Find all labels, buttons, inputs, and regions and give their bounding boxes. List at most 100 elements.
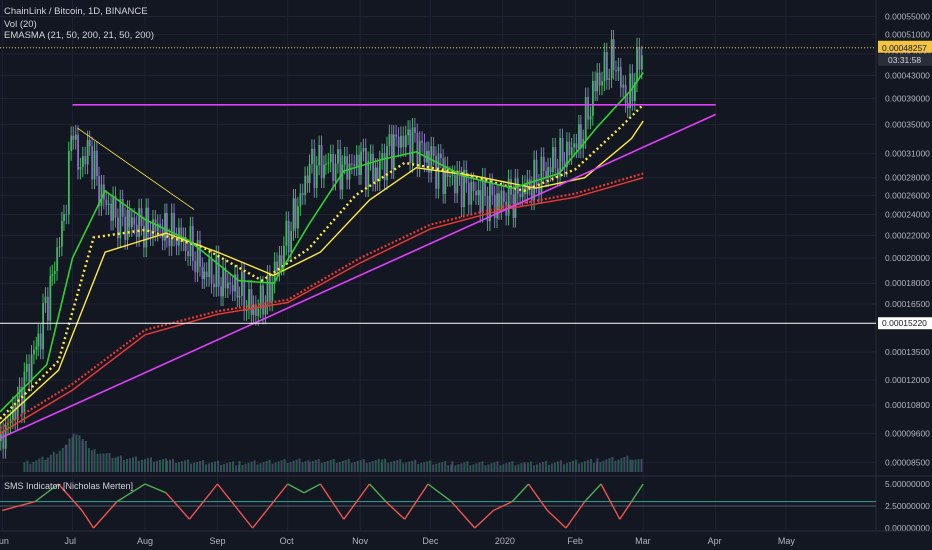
volume-legend[interactable]: Vol (20) bbox=[4, 19, 37, 30]
sms-legend[interactable]: SMS Indicator [Nicholas Merten] bbox=[4, 481, 134, 491]
volume-bar bbox=[637, 459, 640, 472]
sms-segment bbox=[287, 483, 305, 494]
candle-body bbox=[318, 144, 321, 166]
candle-body bbox=[587, 96, 590, 120]
volume-bar bbox=[65, 444, 68, 472]
volume-bar bbox=[583, 461, 586, 472]
candle-body bbox=[369, 153, 372, 161]
symbol-title[interactable]: ChainLink / Bitcoin, 1D, BINANCE bbox=[4, 6, 148, 17]
ema-legend[interactable]: EMASMA (21, 50, 200, 21, 50, 200) bbox=[4, 30, 154, 41]
volume-bar bbox=[262, 462, 265, 472]
volume-bar bbox=[149, 457, 152, 472]
candle-body bbox=[392, 134, 395, 170]
volume-bar bbox=[137, 460, 140, 472]
candle-body bbox=[409, 129, 412, 164]
candle-body bbox=[65, 214, 68, 216]
volume-bar bbox=[223, 463, 226, 472]
candle-body bbox=[143, 225, 145, 248]
candle-body bbox=[301, 193, 304, 195]
candle-body bbox=[205, 271, 208, 277]
candle-body bbox=[93, 150, 96, 180]
candle-body bbox=[269, 274, 271, 302]
volume-bar bbox=[205, 464, 208, 472]
volume-bar bbox=[250, 461, 253, 472]
price-tick-label: 0.00055000 bbox=[885, 12, 930, 22]
volume-bar bbox=[640, 458, 643, 472]
candle-body bbox=[578, 124, 580, 149]
sms-segment bbox=[546, 509, 567, 529]
volume-bar bbox=[523, 463, 526, 472]
candle-body bbox=[294, 198, 297, 229]
candle-body bbox=[238, 295, 241, 298]
candle-body bbox=[37, 333, 40, 347]
sms-segment bbox=[238, 509, 254, 529]
candle-body bbox=[33, 349, 35, 355]
volume-bar bbox=[247, 462, 250, 472]
volume-bar bbox=[178, 462, 181, 472]
price-tick-label: 0.00022000 bbox=[885, 230, 930, 240]
candle-body bbox=[126, 209, 129, 240]
volume-bar bbox=[41, 456, 44, 472]
candle-body bbox=[194, 260, 197, 273]
candle-body bbox=[180, 227, 183, 242]
time-tick-label: Sep bbox=[210, 536, 226, 546]
candle-body bbox=[199, 240, 201, 267]
volume-bar bbox=[614, 460, 617, 472]
candle-body bbox=[603, 52, 606, 82]
candle-body bbox=[353, 164, 356, 167]
volume-bar bbox=[208, 463, 211, 472]
volume-bar bbox=[414, 459, 417, 472]
volume-bar bbox=[311, 460, 314, 472]
volume-bar bbox=[541, 462, 544, 472]
candle-body bbox=[184, 236, 187, 252]
volume-bar bbox=[586, 460, 589, 472]
candle-body bbox=[432, 146, 435, 156]
volume-bar bbox=[214, 461, 217, 472]
candle-body bbox=[545, 171, 548, 178]
volume-bar bbox=[517, 464, 520, 472]
volume-bar bbox=[511, 461, 514, 472]
volume-bar bbox=[323, 461, 326, 472]
sms-segment bbox=[450, 501, 476, 529]
candle-body bbox=[421, 140, 424, 143]
volume-bar bbox=[365, 462, 368, 472]
volume-bar bbox=[164, 458, 167, 472]
candle-body bbox=[117, 217, 119, 239]
volume-bar bbox=[353, 461, 356, 472]
candle-body bbox=[355, 154, 358, 167]
volume-bar bbox=[626, 455, 629, 472]
sms-segment bbox=[343, 483, 371, 520]
volume-bar bbox=[289, 461, 292, 472]
candle-body bbox=[341, 164, 344, 190]
candle-body bbox=[30, 354, 33, 382]
candle-body bbox=[276, 261, 279, 272]
candle-body bbox=[481, 177, 484, 213]
sms-segment bbox=[144, 483, 167, 494]
candle-body bbox=[552, 147, 554, 173]
volume-bar bbox=[55, 453, 58, 472]
candle-body bbox=[320, 144, 323, 179]
candle-body bbox=[372, 153, 374, 182]
volume-bar bbox=[184, 460, 187, 472]
candle-body bbox=[538, 183, 540, 195]
volume-bar bbox=[451, 461, 454, 472]
countdown-tag bbox=[878, 53, 932, 66]
candle-body bbox=[72, 135, 75, 140]
sms-segment bbox=[34, 483, 59, 503]
volume-bar bbox=[161, 459, 164, 472]
volume-bar bbox=[326, 460, 329, 472]
volume-bar bbox=[78, 435, 81, 472]
ema21-line bbox=[0, 72, 644, 413]
candle-body bbox=[395, 134, 398, 137]
sms-segment bbox=[116, 483, 146, 503]
sms-segment bbox=[385, 501, 406, 520]
price-tick-label: 0.00028000 bbox=[885, 173, 930, 183]
volume-bar bbox=[68, 438, 71, 472]
candle-body bbox=[339, 149, 342, 190]
candle-body bbox=[145, 207, 148, 248]
volume-bar bbox=[565, 463, 568, 472]
candle-body bbox=[311, 148, 313, 164]
volume-bar bbox=[196, 461, 199, 472]
volume-bar bbox=[484, 465, 487, 472]
